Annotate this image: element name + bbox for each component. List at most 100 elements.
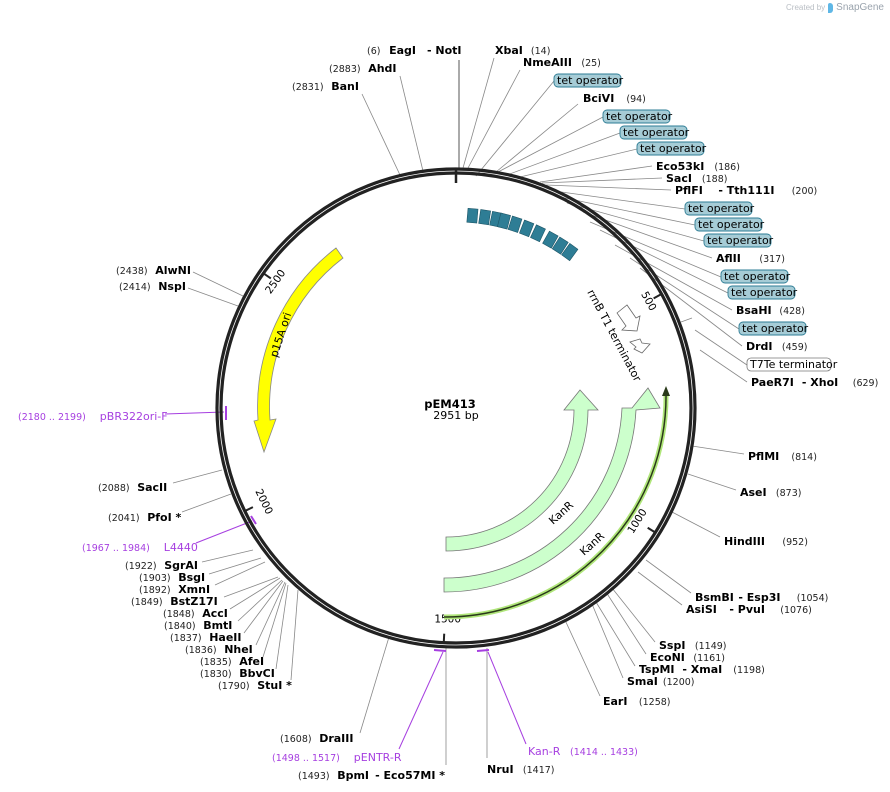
primer-name: pBR322ori-F xyxy=(100,410,168,423)
tet-operator-block[interactable] xyxy=(507,215,523,233)
leader-sacii xyxy=(172,469,223,484)
site-label-nrui[interactable]: NruI (1417) xyxy=(487,763,555,776)
tet-operator-tag[interactable] xyxy=(636,141,705,156)
site-label-pflmi[interactable]: PflMI (814) xyxy=(748,450,817,463)
site-label-econi[interactable]: EcoNI (1161) xyxy=(650,651,725,664)
tet-operator-block[interactable] xyxy=(530,224,546,243)
site-label-bsgi[interactable]: (1903) BsgI xyxy=(139,571,205,584)
site-label-ahdi[interactable]: (2883) AhdI xyxy=(329,62,397,75)
tet-operator-tag[interactable] xyxy=(619,125,688,140)
site-label-tet10[interactable]: tet operator xyxy=(738,321,809,336)
tet-operator-block[interactable] xyxy=(478,209,491,226)
tet-operator-tag[interactable] xyxy=(703,233,772,248)
tet-operator-block[interactable] xyxy=(466,207,479,224)
site-label-alwni[interactable]: (2438) AlwNI xyxy=(116,264,191,277)
primer-label-pbr322ori-f[interactable]: (2180 .. 2199) pBR322ori-F xyxy=(18,410,168,423)
site-label-aflii[interactable]: AflII (317) xyxy=(716,252,785,265)
site-label-nmeaiii[interactable]: NmeAIII (25) xyxy=(523,56,601,69)
site-label-paer7i[interactable]: PaeR7I - XhoI (629) xyxy=(751,376,878,389)
site-label-saci[interactable]: SacI (188) xyxy=(666,172,727,185)
primer-label-pentr-r[interactable]: (1498 .. 1517) pENTR-R xyxy=(272,751,402,764)
site-label-sacii[interactable]: (2088) SacII xyxy=(98,481,167,494)
tet-operator-block[interactable] xyxy=(561,243,579,262)
site-label-afei[interactable]: (1835) AfeI xyxy=(200,655,264,668)
tet-operator-tag[interactable] xyxy=(738,321,807,336)
site-label-eagi-noti[interactable]: (6) EagI - NotI xyxy=(367,44,462,57)
site-label-tet4[interactable]: tet operator xyxy=(636,141,707,156)
site-label-bcivi[interactable]: BciVI (94) xyxy=(583,92,646,105)
enzyme-name: AccI xyxy=(202,607,228,620)
site-label-smai[interactable]: SmaI (1200) xyxy=(627,675,695,688)
enzyme-name: SacI xyxy=(666,172,692,185)
site-label-bani[interactable]: (2831) BanI xyxy=(292,80,359,93)
leader-bani xyxy=(361,93,401,176)
site-label-tet2[interactable]: tet operator xyxy=(602,109,673,124)
site-label-pfoi[interactable]: (2041) PfoI * xyxy=(108,511,182,524)
enzyme-name-2: - XhoI xyxy=(802,376,838,389)
enzyme-position: (1258) xyxy=(639,697,671,708)
site-label-sgrai[interactable]: (1922) SgrAI xyxy=(125,559,198,572)
tet-operator-block[interactable] xyxy=(497,212,511,230)
site-label-asisi[interactable]: AsiSI - PvuI (1076) xyxy=(686,603,812,616)
tet-operator-tag[interactable] xyxy=(720,269,789,284)
tick-2500 xyxy=(262,272,272,280)
tet-operator-tag[interactable] xyxy=(602,109,671,124)
enzyme-position: (2883) xyxy=(329,64,361,75)
site-label-bmti[interactable]: (1840) BmtI xyxy=(164,619,232,632)
enzyme-name: BbvCI xyxy=(239,667,275,680)
site-label-bbvci[interactable]: (1830) BbvCI xyxy=(200,667,275,680)
tet-operator-block[interactable] xyxy=(542,230,559,249)
leader-bbvci xyxy=(275,584,289,670)
tet-operator-tag-text: tet operator xyxy=(698,218,765,231)
site-label-tet7[interactable]: tet operator xyxy=(703,233,774,248)
site-label-bstz17i[interactable]: (1849) BstZ17I xyxy=(131,595,218,608)
enzyme-position: (1054) xyxy=(797,593,829,604)
site-label-eco53ki[interactable]: Eco53kI (186) xyxy=(656,160,740,173)
leader-xbai xyxy=(462,57,495,169)
site-label-xmni[interactable]: (1892) XmnI xyxy=(139,583,210,596)
site-label-bsmbi[interactable]: BsmBI - Esp3I (1054) xyxy=(695,591,828,604)
site-label-asei[interactable]: AseI (873) xyxy=(740,486,801,499)
credit-prefix: Created by xyxy=(786,3,826,12)
site-label-xbai[interactable]: XbaI (14) xyxy=(495,44,550,57)
site-label-tet1[interactable]: tet operator xyxy=(553,73,624,88)
site-label-tspmi[interactable]: TspMI - XmaI (1198) xyxy=(639,663,765,676)
tet-operator-tag[interactable] xyxy=(694,217,763,232)
primer-label-l4440[interactable]: (1967 .. 1984) L4440 xyxy=(82,541,198,554)
site-label-stui[interactable]: (1790) StuI * xyxy=(218,679,292,692)
tet-operator-block[interactable] xyxy=(519,219,535,238)
enzyme-name: XmnI xyxy=(178,583,210,596)
t7te-terminator-tag[interactable] xyxy=(746,357,832,372)
site-label-tet9[interactable]: tet operator xyxy=(727,285,798,300)
site-label-haeii[interactable]: (1837) HaeII xyxy=(170,631,241,644)
feature-kanr-orf-highlight[interactable] xyxy=(443,386,670,620)
site-label-bpmi[interactable]: (1493) BpmI - Eco57MI * xyxy=(298,769,445,782)
site-label-tet3[interactable]: tet operator xyxy=(619,125,690,140)
feature-t7te-terminator[interactable] xyxy=(680,317,693,323)
site-label-tet6[interactable]: tet operator xyxy=(694,217,765,232)
site-label-nspi[interactable]: (2414) NspI xyxy=(119,280,186,293)
tet-operator-blocks[interactable] xyxy=(466,207,579,262)
tet-operator-tag[interactable] xyxy=(727,285,796,300)
site-label-pflfi[interactable]: PflFI - Tth111I (200) xyxy=(675,184,817,197)
site-label-drdi[interactable]: DrdI (459) xyxy=(746,340,807,353)
feature-rrnb-t1-terminator[interactable]: rrnB T1 terminator xyxy=(584,287,651,384)
site-label-acci[interactable]: (1848) AccI xyxy=(163,607,228,620)
tet-operator-block[interactable] xyxy=(551,236,569,255)
site-label-drai[interactable]: (1608) DraIII xyxy=(280,732,353,745)
site-label-hindiii[interactable]: HindIII (952) xyxy=(724,535,808,548)
site-label-nhei[interactable]: (1836) NheI xyxy=(185,643,253,656)
feature-p15a-ori[interactable]: p15A ori xyxy=(253,247,344,454)
site-label-eari[interactable]: EarI (1258) xyxy=(603,695,671,708)
site-label-bsahi[interactable]: BsaHI (428) xyxy=(736,304,805,317)
tet-operator-tag[interactable] xyxy=(684,201,753,216)
site-label-tet8[interactable]: tet operator xyxy=(720,269,791,284)
site-label-tet5[interactable]: tet operator xyxy=(684,201,755,216)
leader-tet3 xyxy=(506,132,621,176)
tet-operator-tag[interactable] xyxy=(553,73,622,88)
primer-label-kan-r[interactable]: Kan-R (1414 .. 1433) xyxy=(528,745,638,758)
site-label-sspi[interactable]: SspI (1149) xyxy=(659,639,727,652)
site-label-t7te[interactable]: T7Te terminator xyxy=(746,357,838,372)
enzyme-name: PflMI xyxy=(748,450,779,463)
